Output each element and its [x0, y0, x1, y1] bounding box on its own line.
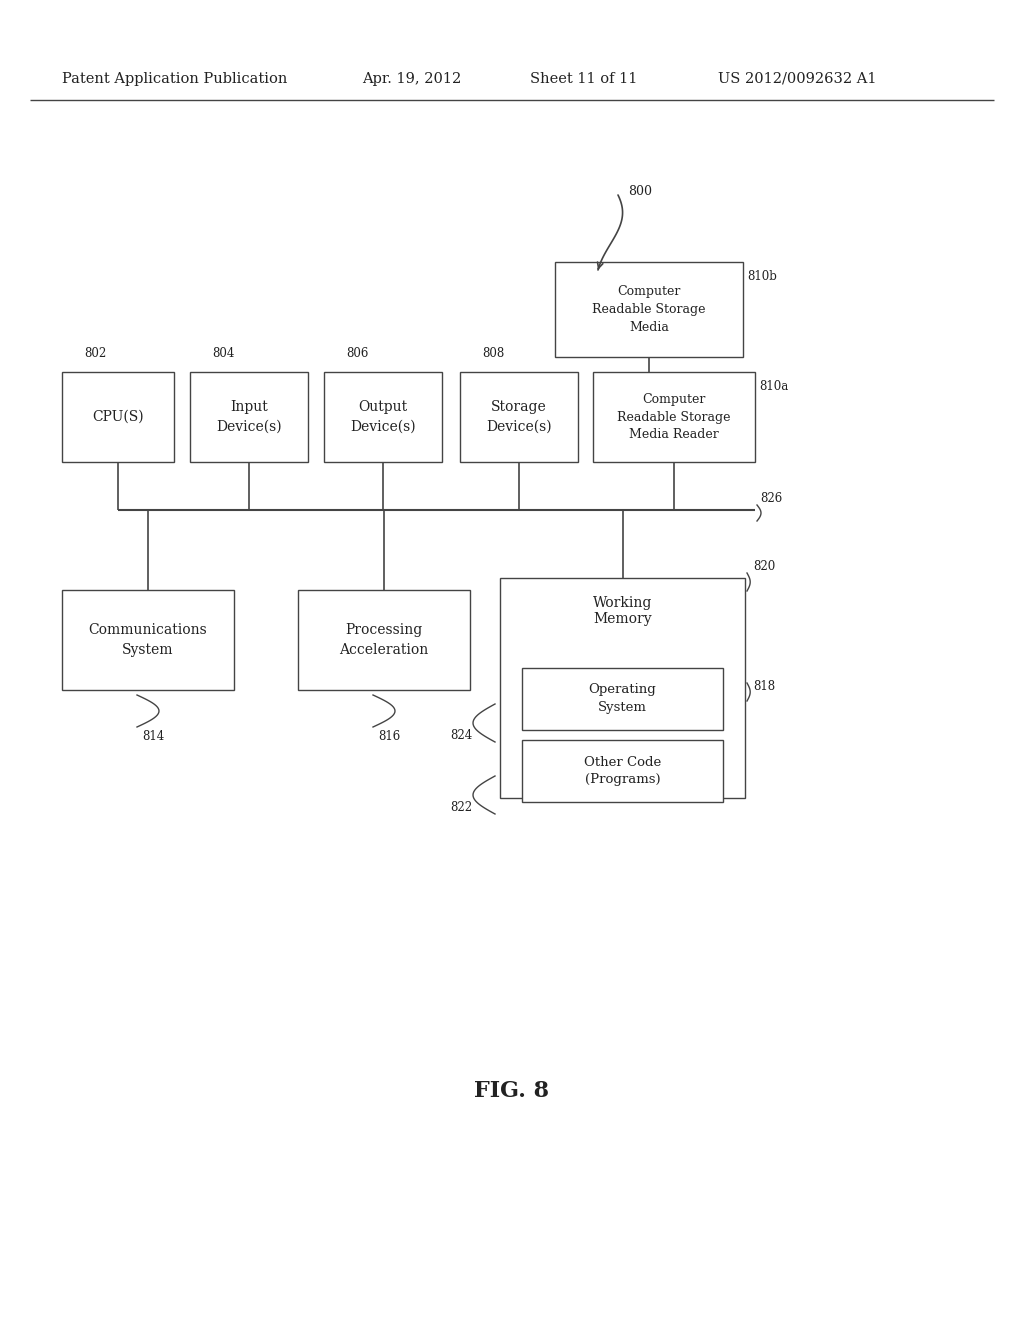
Text: Operating
System: Operating System	[589, 684, 656, 714]
Text: 814: 814	[142, 730, 164, 743]
Text: 810a: 810a	[759, 380, 788, 393]
Text: 804: 804	[212, 347, 234, 360]
Text: 824: 824	[450, 729, 472, 742]
Text: FIG. 8: FIG. 8	[474, 1080, 550, 1102]
Bar	[324, 372, 442, 462]
Bar	[522, 668, 723, 730]
Text: Sheet 11 of 11: Sheet 11 of 11	[530, 73, 637, 86]
Text: 816: 816	[378, 730, 400, 743]
Bar	[62, 372, 174, 462]
Text: 806: 806	[346, 347, 369, 360]
Text: Computer
Readable Storage
Media Reader: Computer Readable Storage Media Reader	[617, 392, 731, 441]
Text: Apr. 19, 2012: Apr. 19, 2012	[362, 73, 461, 86]
Text: 818: 818	[753, 680, 775, 693]
Text: Other Code
(Programs): Other Code (Programs)	[584, 755, 662, 787]
Bar	[522, 741, 723, 803]
Text: Storage
Device(s): Storage Device(s)	[486, 400, 552, 434]
Bar	[190, 372, 308, 462]
Text: Working
Memory: Working Memory	[593, 597, 652, 626]
Text: Output
Device(s): Output Device(s)	[350, 400, 416, 434]
Text: Communications
System: Communications System	[89, 623, 208, 657]
Text: CPU(S): CPU(S)	[92, 411, 143, 424]
Bar	[62, 590, 234, 690]
Bar	[500, 578, 745, 799]
Bar	[555, 261, 743, 356]
Text: 810b: 810b	[746, 271, 777, 282]
Text: 808: 808	[482, 347, 504, 360]
Text: 802: 802	[84, 347, 106, 360]
Text: US 2012/0092632 A1: US 2012/0092632 A1	[718, 73, 877, 86]
Text: Processing
Acceleration: Processing Acceleration	[339, 623, 429, 657]
Text: Input
Device(s): Input Device(s)	[216, 400, 282, 434]
Text: 826: 826	[760, 492, 782, 506]
Text: 820: 820	[753, 560, 775, 573]
Bar	[460, 372, 578, 462]
Text: 822: 822	[450, 801, 472, 814]
Text: 800: 800	[628, 185, 652, 198]
Text: Computer
Readable Storage
Media: Computer Readable Storage Media	[592, 285, 706, 334]
Text: Patent Application Publication: Patent Application Publication	[62, 73, 288, 86]
Bar	[298, 590, 470, 690]
Bar	[593, 372, 755, 462]
